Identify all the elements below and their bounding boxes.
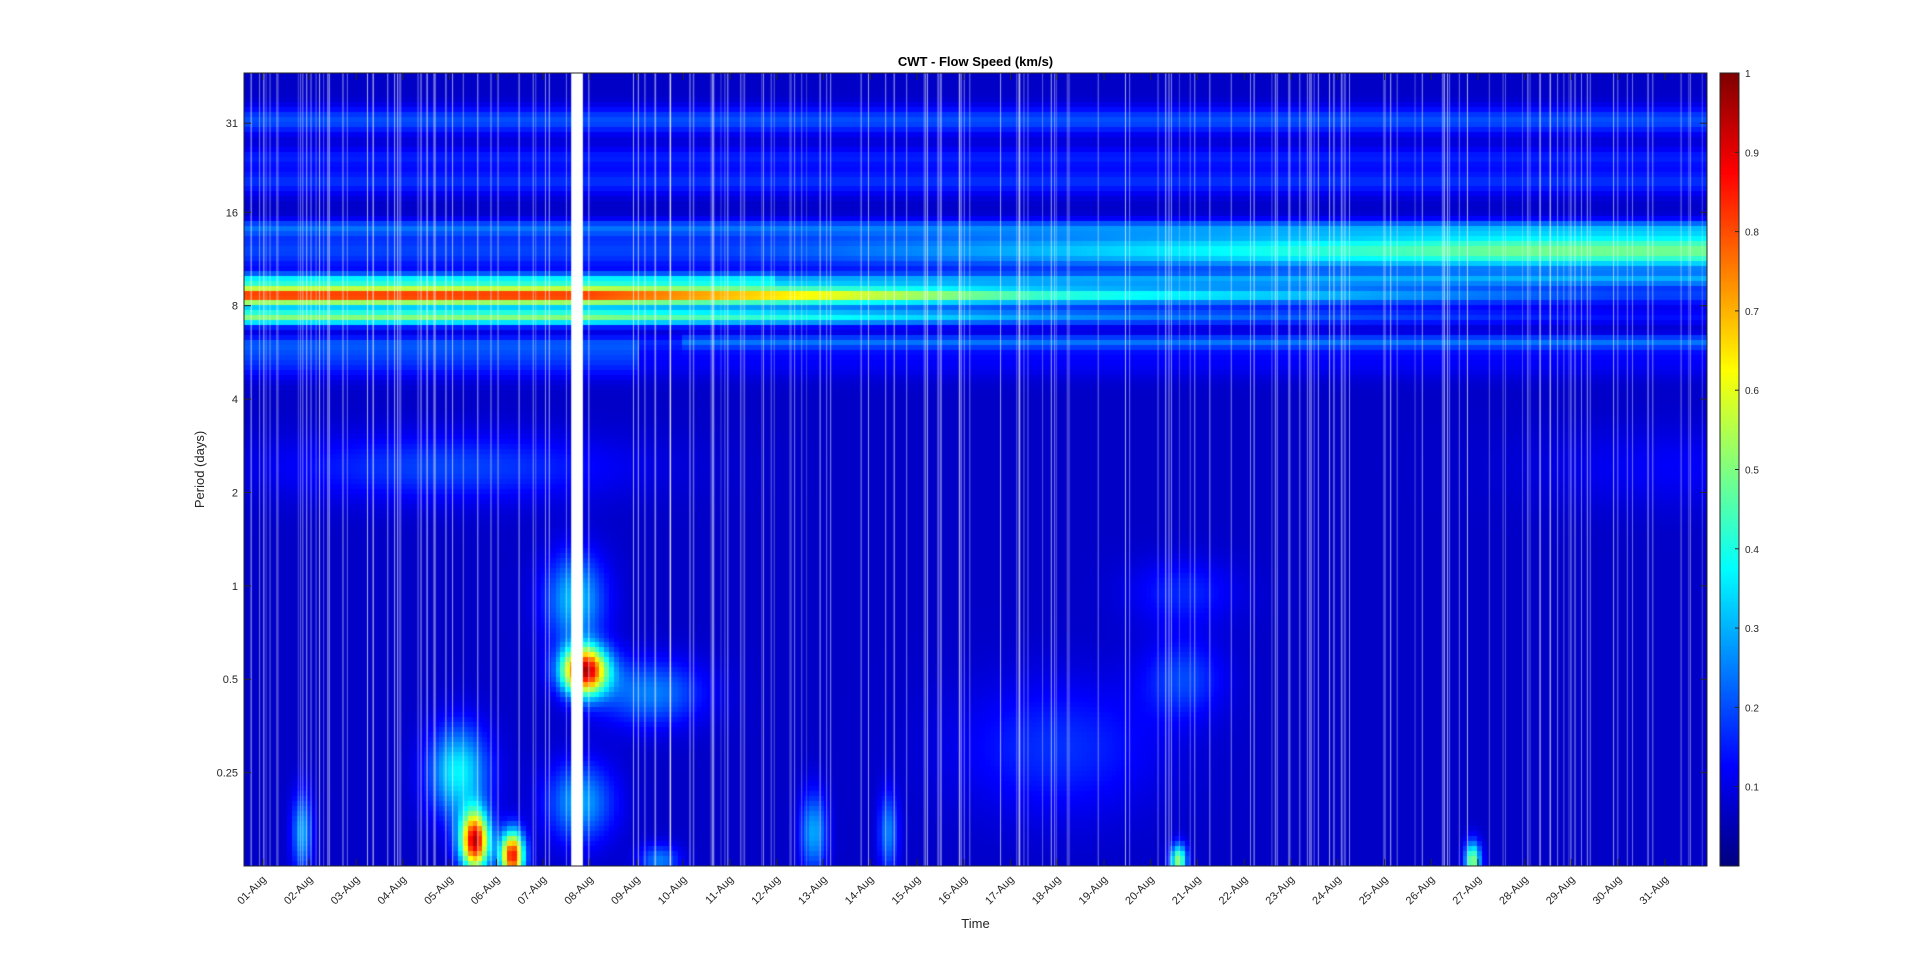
colorbar-tick-label: 0.9 (1745, 148, 1759, 159)
x-tick-label: 23-Aug (1264, 874, 1298, 908)
x-tick-label: 13-Aug (796, 874, 830, 908)
x-axis-label: Time (961, 916, 989, 931)
y-tick-label: 2 (232, 487, 238, 499)
colorbar-ticks: 0.1 0.2 0.3 0.4 0.5 0.6 0.7 0.8 0.9 1 (1735, 69, 1759, 794)
x-tick-label: 17-Aug (983, 874, 1017, 908)
x-tick-label: 15-Aug (890, 874, 924, 908)
x-tick-label: 30-Aug (1591, 874, 1625, 908)
x-tick-label: 29-Aug (1544, 874, 1578, 908)
colorbar-tick-label: 0.4 (1745, 545, 1759, 556)
y-tick-label: 0.25 (217, 768, 238, 780)
colorbar-image (1720, 73, 1739, 866)
x-tick-label: 25-Aug (1357, 874, 1391, 908)
x-tick-label: 04-Aug (375, 874, 409, 908)
y-tick-label: 4 (232, 394, 238, 406)
x-tick-label: 22-Aug (1217, 874, 1251, 908)
x-tick-label: 05-Aug (422, 874, 456, 908)
colorbar-tick-label: 1 (1745, 69, 1751, 80)
chart-title: CWT - Flow Speed (km/s) (898, 54, 1053, 69)
x-tick-label: 08-Aug (562, 874, 596, 908)
colorbar-tick-label: 0.3 (1745, 624, 1759, 635)
x-tick-label: 19-Aug (1077, 874, 1111, 908)
x-tick-label: 14-Aug (843, 874, 877, 908)
colorbar-tick-label: 0.7 (1745, 307, 1759, 318)
colorbar-tick-label: 0.2 (1745, 703, 1759, 714)
heatmap-image (244, 73, 1707, 866)
x-tick-label: 02-Aug (282, 874, 316, 908)
x-tick-label: 10-Aug (656, 874, 690, 908)
y-tick-label: 8 (232, 301, 238, 313)
y-tick-label: 1 (232, 581, 238, 593)
y-tick-label: 16 (226, 207, 238, 219)
x-tick-label: 06-Aug (469, 874, 503, 908)
x-tick-label: 16-Aug (936, 874, 970, 908)
x-tick-label: 12-Aug (749, 874, 783, 908)
y-axis-label: Period (days) (192, 431, 207, 508)
colorbar-tick-label: 0.5 (1745, 466, 1759, 477)
plot-frame (243, 72, 1708, 867)
y-tick-label: 0.5 (223, 674, 238, 686)
x-tick-label: 20-Aug (1123, 874, 1157, 908)
x-tick-label: 26-Aug (1404, 874, 1438, 908)
x-tick-label: 11-Aug (703, 874, 736, 907)
x-tick-label: 27-Aug (1451, 874, 1485, 908)
x-tick-label: 09-Aug (609, 874, 643, 908)
x-tick-label: 07-Aug (516, 874, 550, 908)
y-axis-ticks: 0.25 0.5 1 2 4 8 16 31 (217, 118, 1707, 780)
x-tick-label: 28-Aug (1497, 874, 1531, 908)
x-tick-label: 18-Aug (1030, 874, 1064, 908)
x-tick-label: 24-Aug (1310, 874, 1344, 908)
colorbar-tick-label: 0.8 (1745, 228, 1759, 239)
x-tick-label: 21-Aug (1170, 874, 1204, 908)
x-tick-label: 03-Aug (329, 874, 363, 908)
y-tick-label: 31 (226, 118, 238, 130)
x-tick-label: 01-Aug (235, 874, 269, 908)
colorbar-tick-label: 0.1 (1745, 783, 1759, 794)
x-tick-label: 31-Aug (1637, 874, 1671, 908)
colorbar-tick-label: 0.6 (1745, 386, 1759, 397)
